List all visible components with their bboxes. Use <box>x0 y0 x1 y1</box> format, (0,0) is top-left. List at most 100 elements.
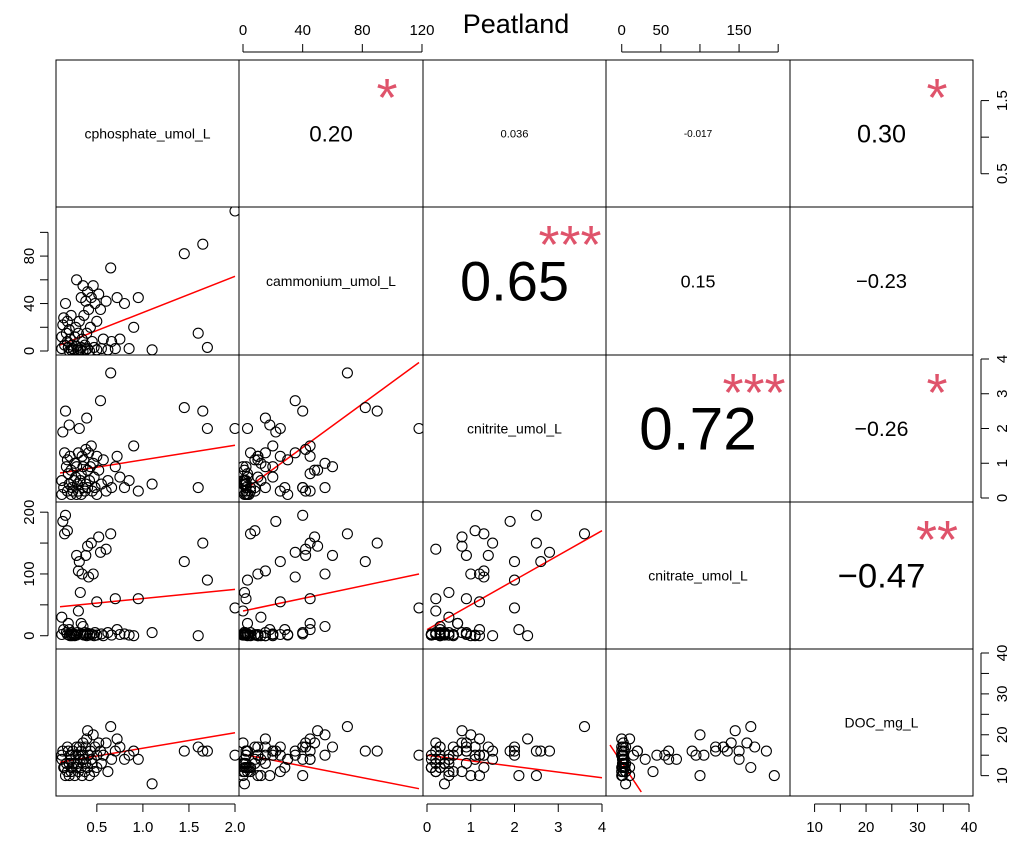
point-4-3-26 <box>670 753 683 765</box>
significance-stars-2-4: * <box>926 363 947 423</box>
point-4-3-57 <box>663 745 675 757</box>
point-3-0-1 <box>56 611 68 623</box>
point-4-3-65 <box>710 745 722 757</box>
point-4-2-54 <box>443 766 455 778</box>
point-3-0-44 <box>87 568 99 580</box>
point-4-1-67 <box>371 745 383 757</box>
scatter-panel-2-1 <box>239 367 423 501</box>
point-2-0-54 <box>102 475 114 487</box>
point-2-0-4 <box>59 447 71 459</box>
panel-frames <box>55 59 974 797</box>
point-3-2-34 <box>482 549 494 561</box>
point-2-1-50 <box>289 395 301 407</box>
point-2-0-36 <box>81 412 93 424</box>
point-2-0-64 <box>146 478 158 490</box>
point-1-0-50 <box>94 303 107 316</box>
point-1-0-19 <box>70 321 82 333</box>
point-4-0-65 <box>178 745 190 757</box>
point-3-1-66 <box>259 630 271 642</box>
point-4-1-50 <box>289 745 301 757</box>
point-4-3-58 <box>624 733 636 745</box>
point-3-0-20 <box>71 549 83 561</box>
point-1-0-57 <box>109 343 121 355</box>
point-4-1-56 <box>249 753 261 765</box>
scatter-panel-1-0 <box>56 207 239 355</box>
point-3-1-55 <box>341 528 353 540</box>
point-2-0-27 <box>75 468 87 480</box>
point-2-1-62 <box>267 440 279 452</box>
top-tick-label-3-3: 150 <box>727 22 752 39</box>
point-4-0-42 <box>85 753 97 765</box>
point-4-1-65 <box>359 745 371 757</box>
point-4-2-64 <box>438 778 451 790</box>
point-2-0-69 <box>229 422 239 435</box>
point-3-2-69 <box>508 602 521 614</box>
bottom-tick-label-0-0: 0.5 <box>86 819 107 836</box>
point-4-0-55 <box>105 721 117 733</box>
point-3-0-61 <box>123 629 135 641</box>
point-4-0-69 <box>229 749 239 761</box>
point-4-0-37 <box>82 725 94 737</box>
point-4-2-58 <box>473 733 486 745</box>
point-1-0-58 <box>111 292 123 304</box>
point-3-1-8 <box>249 525 261 537</box>
point-1-0-60 <box>118 297 131 310</box>
point-3-0-34 <box>80 549 92 561</box>
point-4-3-53 <box>725 737 737 749</box>
point-2-1-18 <box>255 457 267 469</box>
point-2-1-43 <box>249 485 261 497</box>
point-3-2-57 <box>460 593 472 605</box>
point-2-1-23 <box>259 447 271 459</box>
significance-stars-0-4: * <box>926 68 947 128</box>
point-3-0-37 <box>82 540 94 552</box>
point-2-0-34 <box>80 443 92 455</box>
point-4-3-29 <box>694 770 706 782</box>
right-tick-label-2-0: 0 <box>994 494 1011 502</box>
point-4-3-54 <box>620 766 632 778</box>
point-4-0-46 <box>89 741 101 753</box>
point-2-0-58 <box>111 450 123 462</box>
point-4-3-4 <box>745 761 757 774</box>
point-4-2-37 <box>456 725 468 737</box>
right-tick-label-2-1: 1 <box>994 459 1011 467</box>
point-3-2-49 <box>456 531 468 543</box>
point-3-1-59 <box>252 628 264 641</box>
correlation-1-4: −0.23 <box>856 271 907 293</box>
top-tick-label-1-3: 120 <box>409 22 434 39</box>
point-3-0-2 <box>57 515 69 527</box>
point-3-1-68 <box>241 574 254 586</box>
point-1-0-5 <box>59 297 72 310</box>
point-3-0-25 <box>73 556 85 568</box>
point-2-1-32 <box>282 454 294 466</box>
correlation-1-3: 0.15 <box>681 271 716 291</box>
point-4-3-44 <box>694 729 706 741</box>
bottom-tick-label-4-6: 40 <box>961 819 978 836</box>
point-1-0-7 <box>61 315 73 327</box>
point-4-3-49 <box>741 737 753 749</box>
panel-4-1 <box>238 648 424 797</box>
point-4-3-37 <box>729 725 741 737</box>
point-4-2-29 <box>473 770 486 782</box>
fit-line-3-0 <box>59 588 236 608</box>
point-2-1-68 <box>241 422 254 435</box>
fit-line-4-0 <box>59 731 236 763</box>
point-3-0-57 <box>109 593 121 605</box>
point-2-0-8 <box>61 454 73 466</box>
point-3-2-47 <box>473 596 486 608</box>
point-4-0-0 <box>56 749 68 761</box>
point-2-0-42 <box>85 440 97 452</box>
right-tick-label-4-2: 20 <box>994 726 1011 743</box>
correlation-0-2: 0.036 <box>501 128 529 140</box>
point-2-0-62 <box>128 440 140 452</box>
point-4-1-10 <box>264 770 276 782</box>
point-4-0-63 <box>132 753 144 765</box>
point-1-0-47 <box>91 315 103 327</box>
fit-line-2-1 <box>242 361 420 492</box>
point-2-0-50 <box>94 395 107 407</box>
point-4-3-64 <box>620 778 632 790</box>
point-1-0-23 <box>72 327 84 339</box>
point-2-0-57 <box>109 461 121 473</box>
point-2-1-25 <box>274 422 286 435</box>
point-2-0-33 <box>79 485 91 497</box>
